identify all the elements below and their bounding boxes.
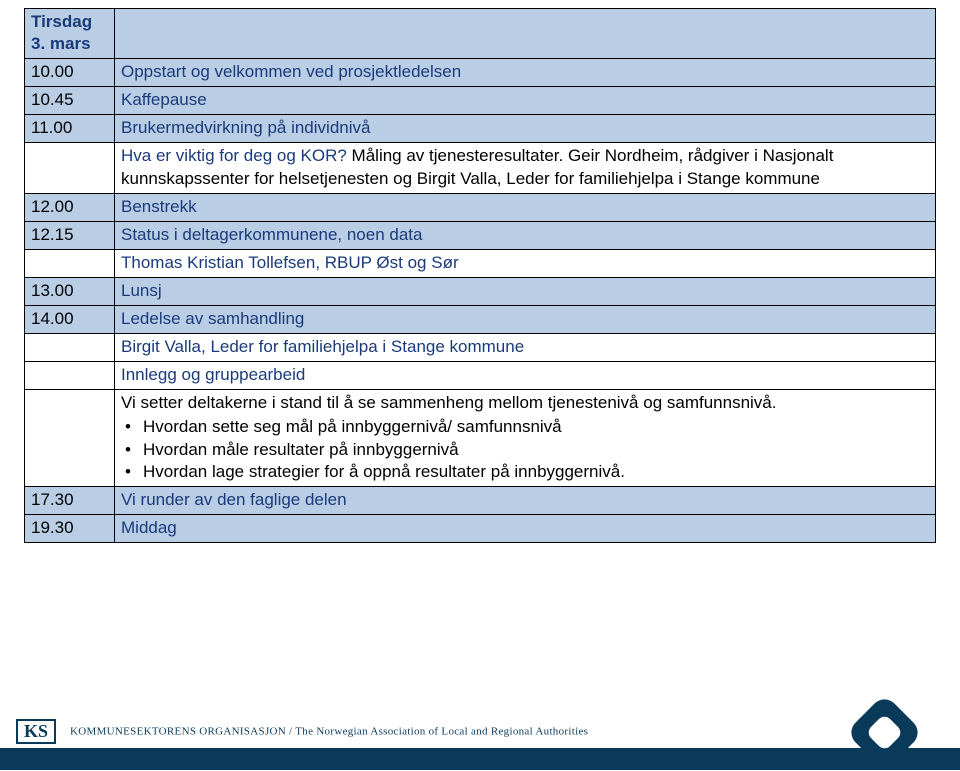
table-row: 10.00 Oppstart og velkommen ved prosjektl… (25, 59, 936, 87)
time-cell: 13.00 (25, 277, 115, 305)
table-row: 19.30 Middag (25, 514, 936, 542)
content-text: Innlegg og gruppearbeid (121, 365, 305, 384)
time-cell (25, 334, 115, 362)
content-cell: Oppstart og velkommen ved prosjektledels… (115, 59, 936, 87)
content-cell: Innlegg og gruppearbeid (115, 362, 936, 390)
table-row: Innlegg og gruppearbeid (25, 362, 936, 390)
table-row: 13.00 Lunsj (25, 277, 936, 305)
content-cell: Middag (115, 514, 936, 542)
content-cell: Hva er viktig for deg og KOR? Måling av … (115, 143, 936, 193)
time-text: 11.00 (31, 118, 72, 137)
content-cell: Vi runder av den faglige delen (115, 486, 936, 514)
list-item: Hvordan sette seg mål på innbyggernivå/ … (143, 416, 929, 438)
time-cell: Tirsdag 3. mars (25, 9, 115, 59)
table-row: Birgit Valla, Leder for familiehjelpa i … (25, 334, 936, 362)
time-text: 12.15 (31, 225, 74, 244)
time-cell (25, 249, 115, 277)
table-row: 14.00 Ledelse av samhandling (25, 306, 936, 334)
list-item: Hvordan lage strategier for å oppnå resu… (143, 461, 929, 483)
content-cell: Brukermedvirkning på individnivå (115, 115, 936, 143)
time-text: 14.00 (31, 309, 74, 328)
content-text: Lunsj (121, 281, 162, 300)
content-cell: Ledelse av samhandling (115, 306, 936, 334)
footer-logo: KS KOMMUNESEKTORENS ORGANISASJON / The N… (16, 719, 588, 744)
time-cell: 12.15 (25, 221, 115, 249)
table-row: 12.15 Status i deltagerkommunene, noen da… (25, 221, 936, 249)
content-text: Status i deltagerkommunene, noen data (121, 225, 422, 244)
time-cell: 10.45 (25, 87, 115, 115)
time-cell: 17.30 (25, 486, 115, 514)
content-text: Brukermedvirkning på individnivå (121, 118, 370, 137)
table-row: Thomas Kristian Tollefsen, RBUP Øst og S… (25, 249, 936, 277)
content-text: Benstrekk (121, 197, 197, 216)
time-text: 13.00 (31, 281, 74, 300)
time-text: 17.30 (31, 490, 74, 509)
content-text: Oppstart og velkommen ved prosjektledels… (121, 62, 461, 81)
time-text: 12.00 (31, 197, 74, 216)
content-cell: Status i deltagerkommunene, noen data (115, 221, 936, 249)
time-cell (25, 143, 115, 193)
content-text: Birgit Valla, Leder for familiehjelpa i … (121, 337, 524, 356)
bullet-list: Hvordan sette seg mål på innbyggernivå/ … (121, 416, 929, 482)
list-item: Hvordan måle resultater på innbyggernivå (143, 439, 929, 461)
content-cell: Benstrekk (115, 193, 936, 221)
table-row: Vi setter deltakerne i stand til å se sa… (25, 390, 936, 486)
content-text: Thomas Kristian Tollefsen, RBUP Øst og S… (121, 253, 459, 272)
org-name: KOMMUNESEKTORENS ORGANISASJON / The Norw… (70, 726, 588, 738)
content-text: Vi runder av den faglige delen (121, 490, 347, 509)
content-text: Ledelse av samhandling (121, 309, 304, 328)
content-cell (115, 9, 936, 59)
time-text: Tirsdag 3. mars (31, 12, 92, 53)
content-cell: Thomas Kristian Tollefsen, RBUP Øst og S… (115, 249, 936, 277)
content-lead: Hva er viktig for deg og KOR? (121, 146, 347, 165)
time-cell (25, 362, 115, 390)
content-text: Kaffepause (121, 90, 207, 109)
footer-bar (0, 748, 960, 770)
schedule-table: Tirsdag 3. mars 10.00 Oppstart og velkomme… (24, 8, 936, 543)
time-cell: 14.00 (25, 306, 115, 334)
time-cell: 11.00 (25, 115, 115, 143)
table-row: Tirsdag 3. mars (25, 9, 936, 59)
time-text: 10.45 (31, 90, 74, 109)
table-row: 12.00 Benstrekk (25, 193, 936, 221)
content-cell: Lunsj (115, 277, 936, 305)
content-cell: Vi setter deltakerne i stand til å se sa… (115, 390, 936, 486)
footer: KS KOMMUNESEKTORENS ORGANISASJON / The N… (0, 722, 960, 770)
schedule-table-container: Tirsdag 3. mars 10.00 Oppstart og velkomme… (24, 8, 936, 543)
table-row: 17.30 Vi runder av den faglige delen (25, 486, 936, 514)
table-row: 11.00 Brukermedvirkning på individnivå (25, 115, 936, 143)
time-text: 19.30 (31, 518, 74, 537)
table-row: 10.45 Kaffepause (25, 87, 936, 115)
content-intro: Vi setter deltakerne i stand til å se sa… (121, 392, 929, 414)
time-cell: 10.00 (25, 59, 115, 87)
time-cell: 12.00 (25, 193, 115, 221)
content-cell: Kaffepause (115, 87, 936, 115)
content-text: Middag (121, 518, 177, 537)
time-cell (25, 390, 115, 486)
time-cell: 19.30 (25, 514, 115, 542)
table-row: Hva er viktig for deg og KOR? Måling av … (25, 143, 936, 193)
time-text: 10.00 (31, 62, 74, 81)
logo-short: KS (16, 719, 56, 744)
content-cell: Birgit Valla, Leder for familiehjelpa i … (115, 334, 936, 362)
